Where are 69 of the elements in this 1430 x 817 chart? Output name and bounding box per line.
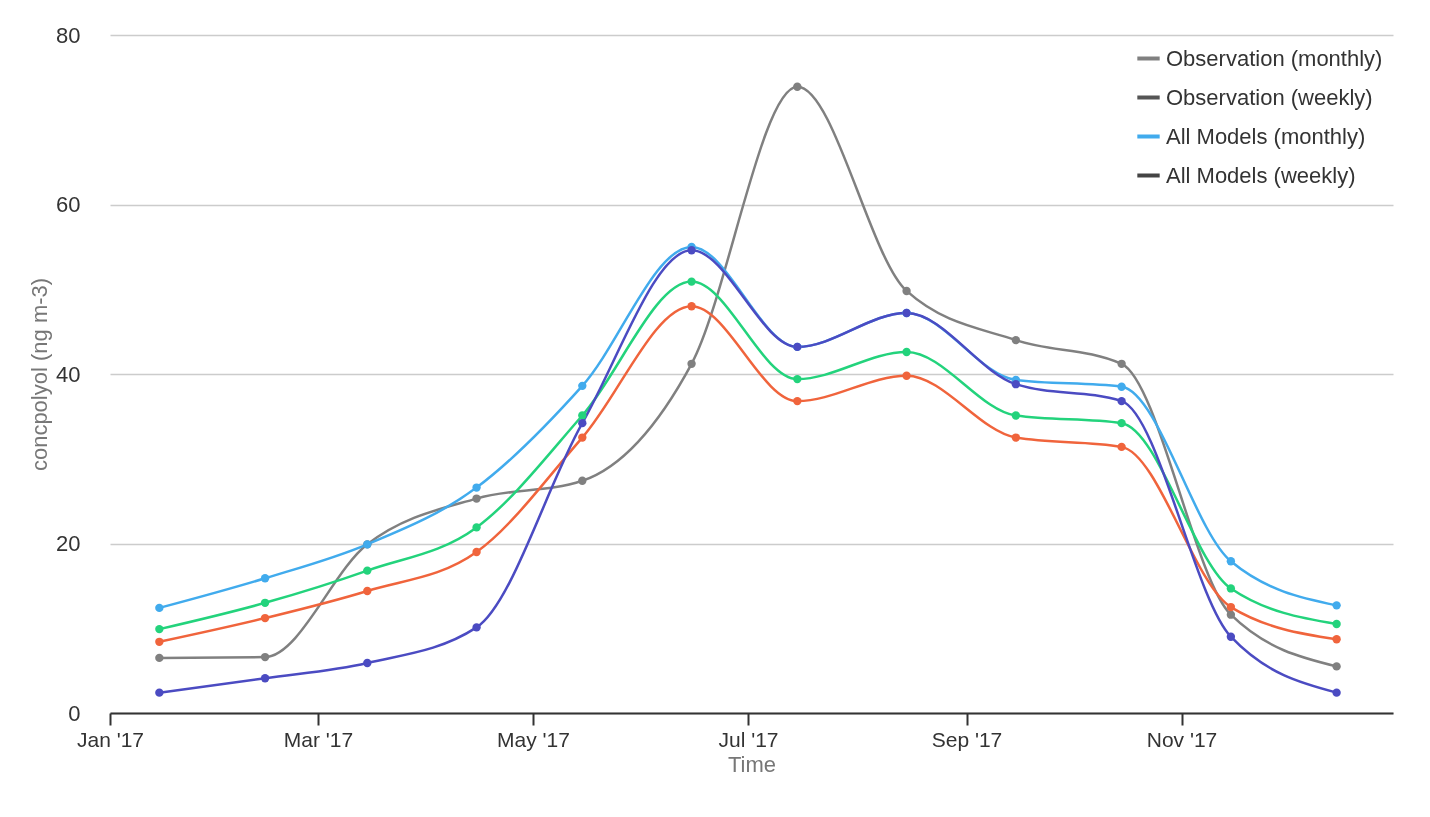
x-tick-label: Sep '17 <box>931 727 1003 751</box>
point <box>155 653 164 663</box>
point <box>1226 632 1236 641</box>
x-tick-label: Jul '17 <box>718 727 779 751</box>
point <box>1011 380 1021 389</box>
point <box>687 302 696 311</box>
point <box>472 623 481 632</box>
point <box>1011 411 1021 420</box>
legend-label: Observation (weekly) <box>1166 84 1373 110</box>
point <box>1117 382 1126 391</box>
point <box>472 523 481 532</box>
y-tick-label: 80 <box>56 22 81 48</box>
point <box>687 359 696 368</box>
point <box>155 603 164 613</box>
point <box>472 483 481 492</box>
point <box>793 396 802 406</box>
point <box>260 613 270 623</box>
point <box>1332 662 1341 671</box>
point <box>155 688 164 697</box>
point <box>578 411 587 420</box>
y-tick-label: 40 <box>56 361 81 387</box>
point <box>1332 601 1341 610</box>
point <box>1011 433 1021 442</box>
point <box>260 574 270 583</box>
point <box>363 586 372 596</box>
x-tick-label: Nov '17 <box>1146 727 1218 751</box>
y-tick-label: 20 <box>56 531 81 556</box>
point <box>578 418 587 428</box>
point <box>155 624 164 634</box>
point <box>578 433 587 442</box>
point <box>1226 557 1236 566</box>
y-tick-label: 0 <box>68 700 81 726</box>
point <box>1117 418 1126 428</box>
point <box>260 674 270 683</box>
point <box>902 286 911 296</box>
point <box>1226 610 1236 619</box>
point <box>1332 619 1341 629</box>
point <box>902 347 911 357</box>
point <box>1117 396 1126 406</box>
point <box>472 547 481 557</box>
x-tick-label: Jan '17 <box>76 727 145 751</box>
legend-label: All Models (monthly) <box>1166 123 1366 149</box>
y-tick-label: 60 <box>56 192 81 217</box>
x-axis-title: Time <box>727 751 777 777</box>
point <box>1117 359 1126 368</box>
point <box>1226 584 1236 593</box>
point <box>1332 688 1341 697</box>
point <box>793 374 802 384</box>
point <box>1332 635 1341 644</box>
point <box>687 277 696 286</box>
legend-label: All Models (weekly) <box>1166 162 1356 188</box>
point <box>260 598 270 607</box>
legend-label: Observation (monthly) <box>1166 45 1383 71</box>
point <box>472 494 481 503</box>
x-tick-label: Mar '17 <box>283 727 354 751</box>
x-tick-label: May '17 <box>497 727 570 751</box>
point <box>363 566 372 575</box>
point <box>578 381 587 391</box>
point <box>1117 442 1126 452</box>
point <box>1226 602 1236 612</box>
point <box>687 246 696 255</box>
point <box>1011 335 1021 345</box>
point <box>363 658 372 668</box>
point <box>578 476 587 485</box>
point <box>793 82 802 91</box>
point <box>155 637 164 646</box>
point <box>260 652 270 662</box>
point <box>902 371 911 380</box>
y-axis-title: concpolyol (ng m-3) <box>27 277 53 472</box>
